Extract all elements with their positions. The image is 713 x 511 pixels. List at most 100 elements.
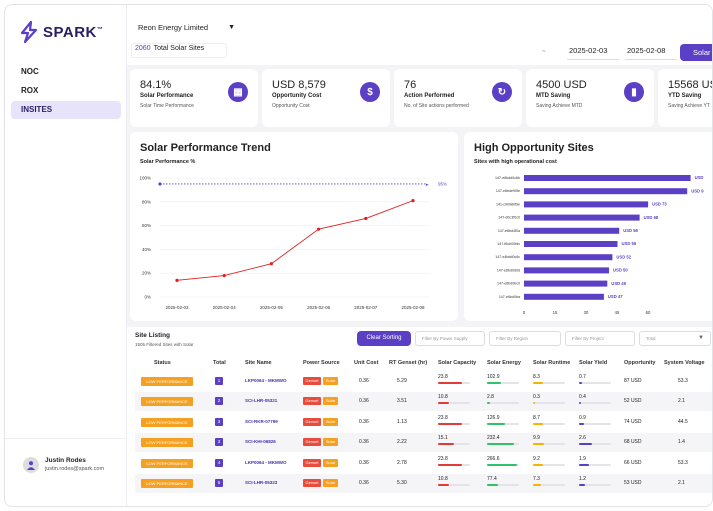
column-header[interactable]: Power Source	[303, 360, 340, 366]
rt-genset: 2.78	[397, 459, 407, 466]
data-point[interactable]	[175, 278, 179, 282]
top-bar: Reon Energy Limited ▼ 2060 Total Solar Si…	[127, 5, 712, 65]
metric-bar-fill	[533, 422, 543, 425]
power-source-solar: Solar	[323, 417, 338, 426]
column-header[interactable]: Solar Energy	[487, 360, 521, 366]
system-voltage: 1.4	[678, 439, 685, 446]
bar-category-label: 147-e6bdd0c6b	[495, 176, 520, 180]
column-header[interactable]: Site Name	[245, 360, 272, 366]
metric-value: 2.6	[579, 435, 586, 442]
unit-cost: 0.36	[359, 459, 369, 466]
table-row[interactable]: LOW PERFORMANCE 2 SCI-LHR-05321 Genset Solar…	[135, 392, 712, 412]
brand-logo[interactable]: SPARK™	[19, 21, 103, 43]
column-header[interactable]: System Voltage	[664, 360, 705, 366]
bar[interactable]	[524, 227, 620, 234]
chevron-down-icon: ▼	[228, 24, 235, 31]
bar-value-label: USD 47	[608, 294, 623, 299]
data-point[interactable]	[364, 216, 368, 221]
metric-value: 102.9	[487, 374, 500, 380]
opportunity: 74 USD	[624, 418, 642, 425]
bar[interactable]	[524, 293, 604, 300]
bar-category-label: 147-e6bde90fe	[496, 189, 520, 193]
metric-bar	[579, 443, 611, 446]
filter-project[interactable]: Filter By Project	[565, 331, 635, 346]
site-name-link[interactable]: LKP0064 - MKMWO	[245, 378, 287, 383]
data-point[interactable]	[411, 199, 415, 203]
metric-bar	[438, 402, 470, 405]
table-row[interactable]: LOW PERFORMANCE 5 SCI-LHR-05323 Genset Solar…	[135, 474, 712, 493]
y-tick-label: 60%	[142, 223, 151, 228]
metric-bar	[438, 484, 470, 486]
column-header[interactable]: RT Genset (hr)	[389, 360, 428, 366]
system-voltage: 44.5	[678, 418, 688, 425]
end-date-underline	[625, 59, 677, 60]
bar[interactable]	[524, 201, 649, 208]
kpi-label: MTD Saving	[536, 93, 571, 99]
column-header[interactable]: Solar Capacity	[438, 360, 477, 366]
column-header[interactable]: Opportunity	[624, 360, 656, 366]
table-row[interactable]: LOW PERFORMANCE 4 LKP0064 - MKMWO Genset Sol…	[135, 454, 712, 473]
rt-genset: 3.51	[397, 398, 407, 405]
metric-yield: 1.9	[579, 456, 611, 466]
data-point[interactable]	[222, 273, 226, 278]
bar-category-label: 147-e6bd0d0d	[497, 268, 520, 272]
x-tick-label: 2025-02-05	[260, 305, 284, 310]
table-row[interactable]: LOW PERFORMANCE 3 SCI-KHI-06826 Genset Solar…	[135, 433, 712, 453]
metric-bar	[579, 484, 611, 486]
status-badge: LOW PERFORMANCE	[141, 417, 193, 427]
metric-value: 232.4	[487, 435, 500, 442]
x-tick-label: 0	[523, 310, 526, 315]
metric-bar	[533, 422, 565, 425]
data-point[interactable]	[317, 227, 321, 231]
solar-filter-button[interactable]: Solar	[680, 44, 712, 61]
bar[interactable]	[524, 175, 691, 181]
y-tick-label: 40%	[142, 247, 151, 252]
bar[interactable]	[524, 214, 640, 221]
column-header[interactable]: Total	[213, 360, 226, 366]
rt-genset: 2.22	[397, 439, 407, 446]
column-header[interactable]: Status	[154, 360, 171, 366]
start-date-underline	[567, 59, 619, 60]
user-profile[interactable]: Justin Rodes justin.rodes@spark.com	[5, 438, 126, 506]
metric-bar-fill	[579, 443, 592, 446]
filter-total[interactable]: Total ▼	[639, 331, 711, 346]
bar[interactable]	[524, 280, 608, 287]
kpi-value: 4500 USD	[536, 79, 587, 91]
start-date-input[interactable]: 2025-02-03	[569, 46, 608, 55]
power-source-solar: Solar	[323, 397, 338, 406]
opportunity: 53 USD	[624, 480, 642, 486]
column-header[interactable]: Solar Runtime	[533, 360, 571, 366]
site-name-link[interactable]: SCI-LHR-05323	[245, 480, 278, 485]
bar[interactable]	[524, 267, 609, 274]
site-name-link[interactable]: LKP0064 - MKMWO	[245, 459, 287, 465]
sidebar-item-insites[interactable]: INSITES	[11, 101, 121, 119]
clear-sorting-button[interactable]: Clear Sorting	[357, 331, 411, 346]
kpi-value: 15568 US	[668, 79, 712, 91]
bar-category-label: 147-d0c3f0c0	[498, 216, 520, 220]
table-row[interactable]: LOW PERFORMANCE 3 SCI-RKR-07799 Genset Solar…	[135, 413, 712, 432]
metric-cap: 10.8	[438, 394, 470, 405]
site-name-link[interactable]: SCI-LHR-05321	[245, 398, 278, 404]
kpi-value: 84.1%	[140, 79, 172, 91]
bar[interactable]	[524, 254, 613, 261]
site-name-link[interactable]: SCI-KHI-06826	[245, 439, 276, 445]
bar[interactable]	[524, 241, 618, 247]
opportunity-title: High Opportunity Sites	[474, 142, 594, 154]
table-row[interactable]: LOW PERFORMANCE 1 LKP0064 - MKMWO Genset Sol…	[135, 372, 712, 391]
end-date-input[interactable]: 2025-02-08	[627, 46, 666, 55]
column-header[interactable]: Unit Cost	[354, 360, 379, 366]
metric-value: 10.8	[438, 394, 448, 401]
sidebar-item-rox[interactable]: ROX	[21, 86, 39, 95]
filter-region[interactable]: Filter By Region	[489, 331, 561, 346]
column-header[interactable]: Solar Yield	[579, 360, 608, 366]
metric-bar-fill	[438, 443, 454, 446]
data-point[interactable]	[269, 262, 273, 266]
company-select[interactable]: Reon Energy Limited ▼	[135, 19, 241, 36]
site-name-link[interactable]: SCI-RKR-07799	[245, 418, 278, 424]
opportunity: 52 USD	[624, 398, 642, 405]
kpi-card-opportunity-cost: USD 8,579 Opportunity Cost Opportunity C…	[262, 69, 390, 127]
bar[interactable]	[524, 188, 688, 195]
filter-power-supply[interactable]: Filter By Power Supply	[415, 331, 485, 346]
metric-bar	[533, 402, 565, 405]
sidebar-item-noc[interactable]: NOC	[21, 67, 39, 76]
